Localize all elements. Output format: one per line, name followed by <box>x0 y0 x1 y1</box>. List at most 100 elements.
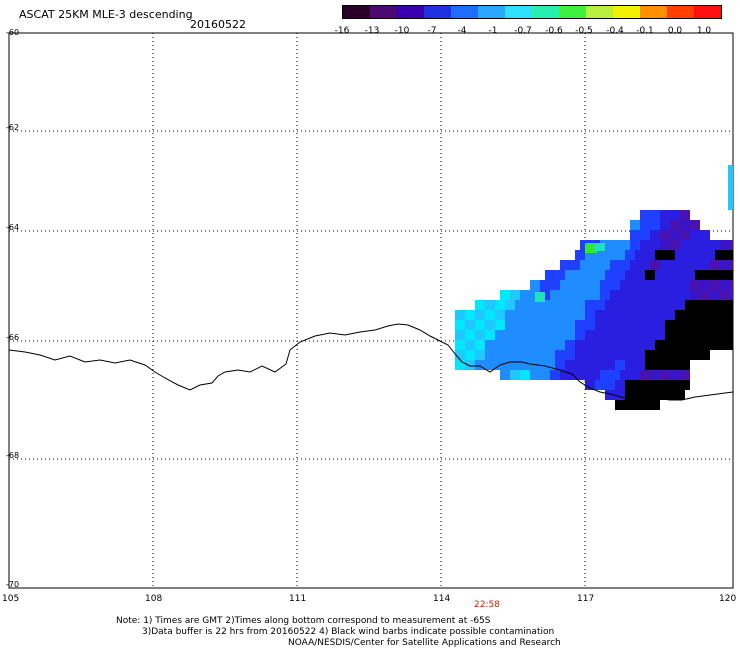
wind-data-cell <box>565 350 575 360</box>
wind-data-cell <box>675 330 685 340</box>
wind-data-cell <box>545 320 555 330</box>
wind-data-cell <box>700 240 710 250</box>
note-line-2: 3)Data buffer is 22 hrs from 20160522 4)… <box>142 627 555 637</box>
wind-data-cell <box>635 330 645 340</box>
color-scale-swatch <box>478 6 505 18</box>
wind-data-cell <box>625 270 635 280</box>
wind-data-cell <box>625 360 635 370</box>
wind-data-cell <box>580 370 590 380</box>
wind-data-cell <box>625 250 635 260</box>
wind-data-cell <box>660 290 670 300</box>
wind-data-cell <box>635 360 645 370</box>
wind-data-cell <box>505 310 515 320</box>
wind-data-cell <box>585 350 595 360</box>
wind-data-cell <box>730 260 733 270</box>
color-scale-tick-label: -0.4 <box>606 26 624 36</box>
wind-data-cell <box>665 250 675 260</box>
wind-data-cell <box>605 300 615 310</box>
wind-data-cell <box>600 370 610 380</box>
wind-data-cell <box>710 260 720 270</box>
wind-data-cell <box>585 270 595 280</box>
wind-data-cell <box>700 230 710 240</box>
wind-data-cell <box>585 243 597 253</box>
wind-data-cell <box>605 250 615 260</box>
wind-data-cell <box>630 220 640 230</box>
wind-data-cell <box>680 210 690 220</box>
wind-data-cell <box>485 320 495 330</box>
wind-data-cell <box>705 270 715 280</box>
wind-data-cell <box>660 240 670 250</box>
wind-data-cell <box>625 400 635 410</box>
wind-data-cell <box>500 290 510 300</box>
wind-data-cell <box>725 320 733 330</box>
wind-data-cell <box>635 310 645 320</box>
wind-data-cell <box>615 390 625 400</box>
wind-data-cell <box>640 230 650 240</box>
wind-data-cell <box>710 290 720 300</box>
wind-data-cell <box>700 290 710 300</box>
wind-data-cell <box>455 360 465 370</box>
wind-data-cell <box>585 310 595 320</box>
wind-data-cell <box>680 280 690 290</box>
wind-data-cell <box>725 250 733 260</box>
wind-data-cell <box>575 340 585 350</box>
wind-data-cell <box>655 270 665 280</box>
wind-data-cell <box>690 290 700 300</box>
wind-data-cell <box>500 370 510 380</box>
wind-data-cell <box>650 230 660 240</box>
wind-data-cell <box>700 260 710 270</box>
wind-data-cell <box>615 310 625 320</box>
wind-data-cell <box>650 220 660 230</box>
wind-data-cell <box>605 310 615 320</box>
wind-data-cell <box>540 370 550 380</box>
wind-data-cell <box>545 330 555 340</box>
wind-data-cell <box>585 330 595 340</box>
wind-data-cell <box>455 330 465 340</box>
wind-data-cell <box>655 330 665 340</box>
wind-data-cell <box>585 300 595 310</box>
wind-data-cell <box>475 340 485 350</box>
color-scale-swatch <box>640 6 667 18</box>
wind-data-cell <box>585 340 595 350</box>
wind-data-cell <box>625 350 635 360</box>
wind-data-cell <box>485 340 495 350</box>
wind-data-cell <box>675 310 685 320</box>
wind-data-cell <box>615 270 625 280</box>
wind-data-cell <box>665 330 675 340</box>
wind-data-cell <box>670 230 680 240</box>
wind-data-cell <box>565 360 575 370</box>
wind-data-cell <box>625 310 635 320</box>
wind-data-cell <box>665 390 675 400</box>
note-line-1: Note: 1) Times are GMT 2)Times along bot… <box>116 616 491 626</box>
wind-data-cell <box>665 380 675 390</box>
wind-data-cell <box>720 260 730 270</box>
wind-data-cell <box>690 220 700 230</box>
wind-data-cell <box>600 290 610 300</box>
note-line-3: NOAA/NESDIS/Center for Satellite Applica… <box>288 638 561 648</box>
wind-data-cell <box>605 330 615 340</box>
wind-data-cell <box>565 310 575 320</box>
wind-data-cell <box>525 310 535 320</box>
wind-data-cell <box>595 330 605 340</box>
wind-data-cell <box>705 300 715 310</box>
wind-data-cell <box>645 320 655 330</box>
wind-data-cell <box>560 260 570 270</box>
wind-data-cell <box>650 240 660 250</box>
wind-data-cell <box>465 360 475 370</box>
wind-data-cell <box>685 270 695 280</box>
wind-data-cell <box>665 320 675 330</box>
wind-data-cell <box>625 300 635 310</box>
color-scale-tick-label: 1.0 <box>696 26 712 36</box>
color-scale-swatch <box>370 6 397 18</box>
wind-data-cell <box>635 320 645 330</box>
wind-data-cell <box>595 270 605 280</box>
wind-data-cell <box>675 380 685 390</box>
wind-data-cell <box>505 360 515 370</box>
wind-data-cell <box>675 300 685 310</box>
wind-data-cell <box>525 350 535 360</box>
wind-data-cell <box>655 340 665 350</box>
wind-data-cell <box>705 310 715 320</box>
wind-data-cell <box>645 330 655 340</box>
pass-time-label: 22:58 <box>474 600 500 610</box>
